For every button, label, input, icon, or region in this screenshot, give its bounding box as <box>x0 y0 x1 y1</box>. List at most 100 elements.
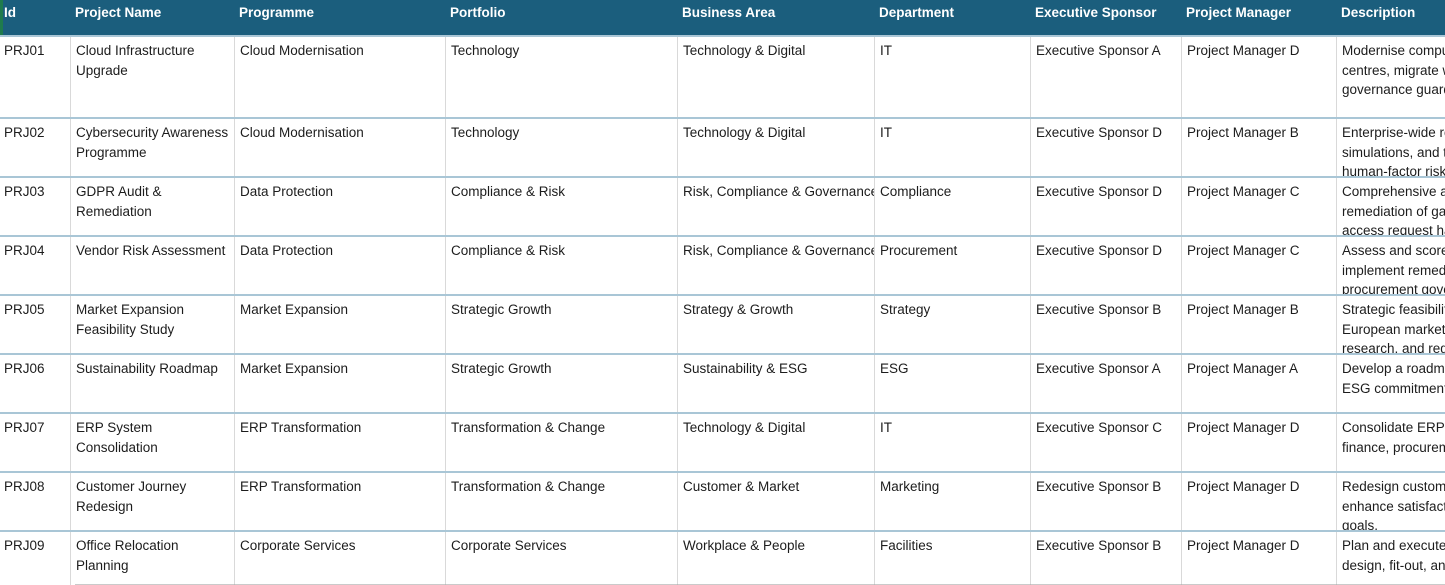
cell-programme[interactable]: Corporate Services <box>234 532 445 585</box>
cell-department[interactable]: ESG <box>874 355 1030 412</box>
header-cell-id[interactable]: Id <box>4 5 16 20</box>
cell-business-area[interactable]: Risk, Compliance & Governance <box>677 178 874 235</box>
cell-department[interactable]: Procurement <box>874 237 1030 294</box>
cell-id[interactable]: PRJ01 <box>4 43 45 58</box>
cell-id[interactable]: PRJ08 <box>4 479 45 494</box>
cell-description[interactable]: Modernise compu centres, migrate w gover… <box>1336 37 1445 117</box>
header-cell-programme[interactable]: Programme <box>239 5 315 20</box>
cell-description[interactable]: Comprehensive au remediation of gap acce… <box>1336 178 1445 235</box>
cell-id[interactable]: PRJ03 <box>4 184 45 199</box>
table-row: PRJ06 Sustainability Roadmap Market Expa… <box>0 353 1445 412</box>
table-header-row: Id Project Name Programme Portfolio Busi… <box>0 0 1445 35</box>
cell-id[interactable]: PRJ06 <box>4 361 45 376</box>
cell-project-name[interactable]: Cybersecurity Awareness Programme <box>70 119 234 176</box>
cell-programme[interactable]: ERP Transformation <box>234 414 445 471</box>
header-cell-project-manager[interactable]: Project Manager <box>1186 5 1292 20</box>
cell-business-area[interactable]: Sustainability & ESG <box>677 355 874 412</box>
cell-project-manager[interactable]: Project Manager B <box>1181 119 1336 176</box>
cell-department[interactable]: IT <box>874 414 1030 471</box>
cell-programme[interactable]: ERP Transformation <box>234 473 445 530</box>
cell-portfolio[interactable]: Technology <box>445 119 677 176</box>
cell-programme[interactable]: Cloud Modernisation <box>234 37 445 117</box>
cell-programme[interactable]: Cloud Modernisation <box>234 119 445 176</box>
cell-project-name[interactable]: Market Expansion Feasibility Study <box>70 296 234 353</box>
header-cell-business-area[interactable]: Business Area <box>682 5 776 20</box>
cell-executive-sponsor[interactable]: Executive Sponsor B <box>1030 473 1181 530</box>
cell-id[interactable]: PRJ09 <box>4 538 45 553</box>
cell-description[interactable]: Consolidate ERP i finance, procurem <box>1336 414 1445 471</box>
cell-business-area[interactable]: Technology & Digital <box>677 414 874 471</box>
cell-programme[interactable]: Data Protection <box>234 178 445 235</box>
cell-project-manager[interactable]: Project Manager D <box>1181 414 1336 471</box>
cell-portfolio[interactable]: Corporate Services <box>445 532 677 585</box>
cell-executive-sponsor[interactable]: Executive Sponsor D <box>1030 119 1181 176</box>
cell-department[interactable]: Facilities <box>874 532 1030 585</box>
table-row: PRJ07 ERP System Consolidation ERP Trans… <box>0 412 1445 471</box>
cell-programme[interactable]: Market Expansion <box>234 296 445 353</box>
cell-description[interactable]: Develop a roadma ESG commitment <box>1336 355 1445 412</box>
cell-project-manager[interactable]: Project Manager D <box>1181 532 1336 585</box>
cell-executive-sponsor[interactable]: Executive Sponsor B <box>1030 532 1181 585</box>
cell-description[interactable]: Redesign custome enhance satisfact goals… <box>1336 473 1445 530</box>
cell-executive-sponsor[interactable]: Executive Sponsor D <box>1030 178 1181 235</box>
cell-executive-sponsor[interactable]: Executive Sponsor B <box>1030 296 1181 353</box>
cell-project-name[interactable]: Vendor Risk Assessment <box>70 237 234 294</box>
cell-project-manager[interactable]: Project Manager A <box>1181 355 1336 412</box>
cell-department[interactable]: Compliance <box>874 178 1030 235</box>
cell-department[interactable]: IT <box>874 119 1030 176</box>
table-row: PRJ08 Customer Journey Redesign ERP Tran… <box>0 471 1445 530</box>
cell-id[interactable]: PRJ04 <box>4 243 45 258</box>
table-row: PRJ09 Office Relocation Planning Corpora… <box>0 530 1445 585</box>
cell-department[interactable]: Strategy <box>874 296 1030 353</box>
header-cell-department[interactable]: Department <box>879 5 955 20</box>
table-row: PRJ04 Vendor Risk Assessment Data Protec… <box>0 235 1445 294</box>
cell-business-area[interactable]: Technology & Digital <box>677 119 874 176</box>
cell-description[interactable]: Enterprise-wide ro simulations, and t hu… <box>1336 119 1445 176</box>
header-cell-project-name[interactable]: Project Name <box>75 5 162 20</box>
cell-portfolio[interactable]: Compliance & Risk <box>445 237 677 294</box>
cell-programme[interactable]: Data Protection <box>234 237 445 294</box>
cell-department[interactable]: Marketing <box>874 473 1030 530</box>
cell-project-manager[interactable]: Project Manager D <box>1181 473 1336 530</box>
cell-project-name[interactable]: Cloud Infrastructure Upgrade <box>70 37 234 117</box>
cell-project-name[interactable]: GDPR Audit & Remediation <box>70 178 234 235</box>
cell-portfolio[interactable]: Strategic Growth <box>445 296 677 353</box>
header-cell-description[interactable]: Description <box>1341 5 1416 20</box>
cell-executive-sponsor[interactable]: Executive Sponsor A <box>1030 355 1181 412</box>
cell-project-manager[interactable]: Project Manager D <box>1181 37 1336 117</box>
cell-project-manager[interactable]: Project Manager C <box>1181 237 1336 294</box>
cell-executive-sponsor[interactable]: Executive Sponsor A <box>1030 37 1181 117</box>
cell-portfolio[interactable]: Technology <box>445 37 677 117</box>
header-cell-executive-sponsor[interactable]: Executive Sponsor <box>1035 5 1157 20</box>
cell-project-name[interactable]: Sustainability Roadmap <box>70 355 234 412</box>
cell-portfolio[interactable]: Strategic Growth <box>445 355 677 412</box>
cell-executive-sponsor[interactable]: Executive Sponsor C <box>1030 414 1181 471</box>
cell-business-area[interactable]: Risk, Compliance & Governance <box>677 237 874 294</box>
cell-business-area[interactable]: Workplace & People <box>677 532 874 585</box>
cell-programme[interactable]: Market Expansion <box>234 355 445 412</box>
cell-business-area[interactable]: Strategy & Growth <box>677 296 874 353</box>
cell-description[interactable]: Assess and score implement remedi procur… <box>1336 237 1445 294</box>
cell-portfolio[interactable]: Transformation & Change <box>445 473 677 530</box>
cell-project-name[interactable]: Customer Journey Redesign <box>70 473 234 530</box>
cell-id[interactable]: PRJ05 <box>4 302 45 317</box>
cell-project-name[interactable]: ERP System Consolidation <box>70 414 234 471</box>
cell-description[interactable]: Plan and execute design, fit-out, an <box>1336 532 1445 585</box>
cell-portfolio[interactable]: Compliance & Risk <box>445 178 677 235</box>
header-cell-portfolio[interactable]: Portfolio <box>450 5 506 20</box>
cell-project-manager[interactable]: Project Manager B <box>1181 296 1336 353</box>
cell-project-manager[interactable]: Project Manager C <box>1181 178 1336 235</box>
cell-id[interactable]: PRJ02 <box>4 125 45 140</box>
cell-id[interactable]: PRJ07 <box>4 420 45 435</box>
green-accent-strip <box>0 0 3 35</box>
cell-business-area[interactable]: Technology & Digital <box>677 37 874 117</box>
cell-description[interactable]: Strategic feasibilit European markets re… <box>1336 296 1445 353</box>
cell-business-area[interactable]: Customer & Market <box>677 473 874 530</box>
table-row: PRJ03 GDPR Audit & Remediation Data Prot… <box>0 176 1445 235</box>
cell-department[interactable]: IT <box>874 37 1030 117</box>
cell-executive-sponsor[interactable]: Executive Sponsor D <box>1030 237 1181 294</box>
cell-portfolio[interactable]: Transformation & Change <box>445 414 677 471</box>
cell-project-name[interactable]: Office Relocation Planning <box>70 532 234 585</box>
